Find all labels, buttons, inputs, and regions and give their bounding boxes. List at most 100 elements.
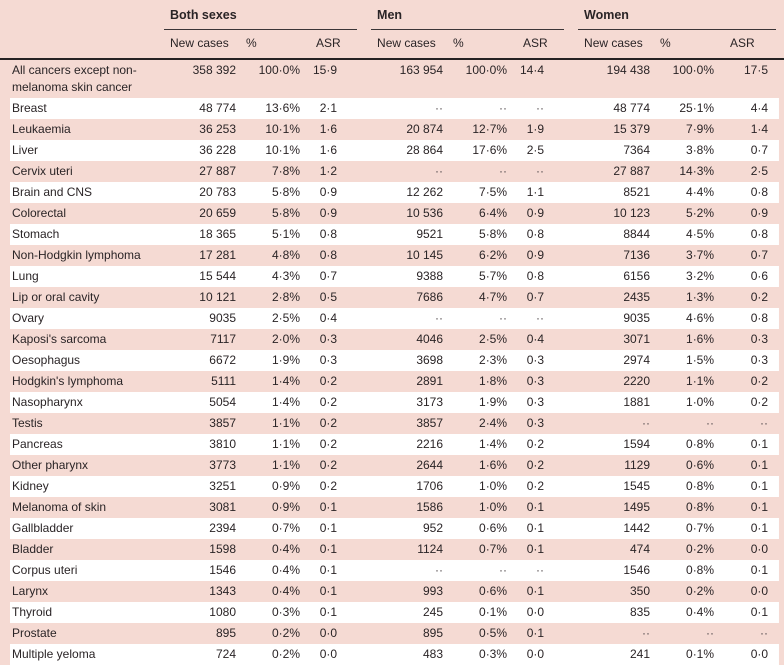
value-cell: 10·1% [265,122,300,136]
value-cell: 3857 [209,416,236,430]
value-cell: 0·2 [319,479,338,493]
value-cell: 241 [630,647,651,661]
group-header-label: Men [371,8,565,30]
row-label: Liver [12,143,39,157]
value-cell: 9035 [209,311,236,325]
value-cell: 1·6% [686,332,715,346]
value-cell: 2·4% [479,416,508,430]
value-cell: 0·7 [750,248,769,262]
value-cell: 0·2% [686,542,715,556]
value-cell: 1·6 [319,122,338,136]
value-cell: 0·8% [686,437,715,451]
value-cell: ·· [642,416,651,430]
value-cell: 0·1 [750,458,769,472]
row-label: Testis [12,416,43,430]
value-cell: 0·9 [750,206,769,220]
value-cell: ·· [435,101,444,115]
value-cell: 895 [215,626,236,640]
table-row: Lip or oral cavity 10 121 2·8% 0·5 7686 4·7% 0… [0,287,784,308]
value-cell: 2·1 [319,101,338,115]
value-cell: 0·1 [526,500,545,514]
value-cell: 0·6% [686,458,715,472]
value-cell: 15 379 [613,122,651,136]
value-cell: 18 365 [199,227,236,241]
row-label: Nasopharynx [12,395,83,409]
table-row: Colorectal 20 659 5·8% 0·9 10 536 6·4% 0·9 10 1… [0,203,784,224]
value-cell: 993 [423,584,444,598]
value-cell: 4046 [416,332,444,346]
value-cell: 724 [215,647,236,661]
value-cell: 5·8% [479,227,508,241]
row-label: Pancreas [12,437,63,451]
column-header-asr: ASR [306,30,372,60]
value-cell: 2644 [416,458,444,472]
value-cell: 2220 [623,374,651,388]
value-cell: 100·0% [258,63,300,77]
value-cell: 1·0% [686,395,715,409]
row-label: Leukaemia [12,122,71,136]
value-cell: ·· [536,311,545,325]
value-cell: 0·0 [750,584,769,598]
value-cell: 14·3% [679,164,715,178]
table-row: Pancreas 3810 1·1% 0·2 2216 1·4% 0·2 1594 0·8% 0·… [0,434,784,455]
value-cell: 0·9 [319,206,338,220]
value-cell: 15·9 [313,63,338,77]
value-cell: 7·5% [479,185,508,199]
value-cell: 1·8% [479,374,508,388]
group-header-row: Both sexes Men Women [0,1,784,30]
value-cell: 0·4 [319,311,338,325]
value-cell: 0·2 [319,395,338,409]
value-cell: 1·4 [750,122,769,136]
value-cell: 0·2% [686,584,715,598]
value-cell: 0·1 [750,500,769,514]
value-cell: 0·4% [271,563,300,577]
table-row: Bladder 1598 0·4% 0·1 1124 0·7% 0·1 474 0·2% 0·0 [0,539,784,560]
value-cell: 0·4 [526,332,545,346]
value-cell: 0·3 [750,353,769,367]
value-cell: 0·2 [750,395,769,409]
value-cell: ·· [760,416,769,430]
value-cell: 1·9% [271,353,300,367]
value-cell: 8521 [623,185,651,199]
value-cell: 1·1% [271,416,300,430]
value-cell: ·· [536,164,545,178]
value-cell: 0·6% [479,584,508,598]
value-cell: 0·9 [319,185,338,199]
value-cell: 0·2 [319,437,338,451]
value-cell: 10·1% [265,143,300,157]
value-cell: 25·1% [679,101,715,115]
value-cell: 0·7 [319,269,338,283]
value-cell: 0·9% [271,479,300,493]
value-cell: 0·1 [526,626,545,640]
table-row: Hodgkin's lymphoma 5111 1·4% 0·2 2891 1·8% 0·3… [0,371,784,392]
table-row: Kaposi's sarcoma 7117 2·0% 0·3 4046 2·5% 0·4 30… [0,329,784,350]
value-cell: 1706 [416,479,444,493]
value-cell: 1·9 [526,122,545,136]
value-cell: 1598 [209,542,236,556]
value-cell: ·· [435,164,444,178]
value-cell: ·· [536,563,545,577]
value-cell: 6·4% [479,206,508,220]
label-column-spacer [0,1,164,30]
value-cell: 0·1% [686,647,715,661]
value-cell: 3081 [209,500,236,514]
value-cell: 1546 [209,563,236,577]
value-cell: 0·1 [526,521,545,535]
value-cell: 6156 [623,269,651,283]
value-cell: 9388 [416,269,444,283]
value-cell: 3173 [416,395,444,409]
column-header-percent: % [656,30,721,60]
row-label: Ovary [12,311,45,325]
value-cell: 1·6% [479,458,508,472]
value-cell: 1·4% [271,374,300,388]
value-cell: 0·5% [479,626,508,640]
value-cell: 0·2 [526,458,545,472]
table-row: Liver 36 228 10·1% 1·6 28 864 17·6% 2·5 7364 3·8… [0,140,784,161]
value-cell: 4·8% [271,248,300,262]
value-cell: 0·8 [750,185,769,199]
row-label: Colorectal [12,206,67,220]
group-header-label: Both sexes [164,8,358,30]
value-cell: 1545 [623,479,651,493]
table-row: Leukaemia 36 253 10·1% 1·6 20 874 12·7% 1·9 15 … [0,119,784,140]
value-cell: 2974 [623,353,651,367]
